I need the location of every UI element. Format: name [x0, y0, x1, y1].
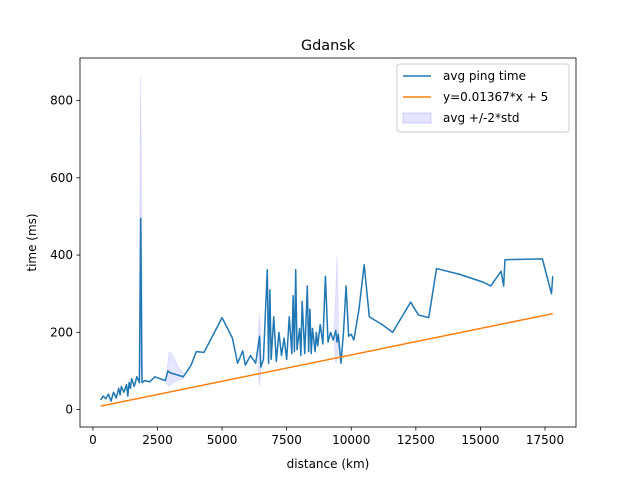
x-tick-label: 0 — [89, 433, 97, 447]
series-group — [100, 217, 554, 407]
x-tick-label: 7500 — [271, 433, 302, 447]
legend-box — [396, 63, 570, 133]
legend-label: avg +/-2*std — [443, 111, 520, 125]
series-1 — [100, 312, 553, 407]
y-tick-label: 0 — [65, 403, 73, 417]
x-tick-label: 15000 — [461, 433, 499, 447]
fit-line — [100, 312, 553, 407]
y-tick-label: 200 — [50, 325, 73, 339]
legend-swatch — [402, 112, 432, 124]
legend-label: avg ping time — [443, 69, 526, 83]
y-tick-label: 600 — [50, 171, 73, 185]
x-tick-label: 2500 — [142, 433, 173, 447]
std-band — [166, 350, 184, 388]
legend: avg ping time y=0.01367*x + 5 avg +/-2*std — [396, 63, 570, 133]
series-0 — [100, 217, 554, 402]
x-tick-label: 5000 — [207, 433, 238, 447]
x-tick-label: 17500 — [526, 433, 564, 447]
x-axis-label: distance (km) — [287, 457, 370, 471]
y-axis-label: time (ms) — [25, 213, 39, 271]
plot-area: 0 2500 5000 7500 10000 12500 15000 17500 0 200 400… — [50, 57, 577, 447]
axes-frame — [79, 57, 577, 428]
legend-label: y=0.01367*x + 5 — [443, 90, 548, 104]
chart-title: Gdansk — [301, 38, 356, 54]
y-tick-label: 800 — [50, 94, 73, 108]
y-tick-label: 400 — [50, 248, 73, 262]
x-tick-label: 12500 — [397, 433, 435, 447]
x-tick-label: 10000 — [332, 433, 370, 447]
